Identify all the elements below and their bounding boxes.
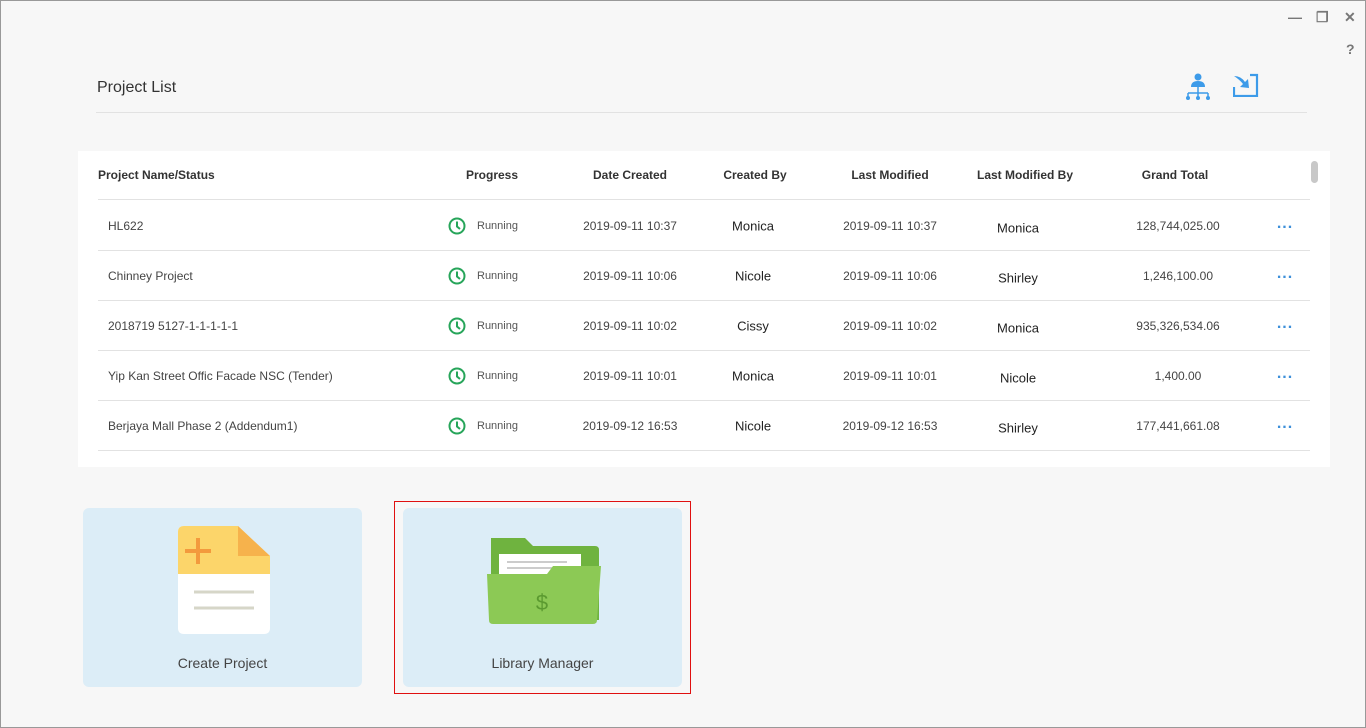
last-modified: 2019-09-11 10:01 (843, 368, 937, 383)
last-modified-by: Monica (997, 220, 1039, 235)
table-header: Project Name/Status Progress Date Create… (98, 151, 1310, 200)
table-row[interactable]: HL622 Running 2019-09-11 10:37 Monica 20… (98, 201, 1310, 251)
table-row[interactable]: Yip Kan Street Offic Facade NSC (Tender)… (98, 351, 1310, 401)
table-row[interactable]: 2018719 5127-1-1-1-1-1 Running 2019-09-1… (98, 301, 1310, 351)
svg-text:$: $ (536, 590, 548, 615)
last-modified-by: Nicole (999, 370, 1037, 385)
status-text: Running (477, 319, 518, 332)
grand-total: 128,744,025.00 (1136, 218, 1220, 233)
last-modified: 2019-09-11 10:06 (843, 268, 937, 283)
table-row[interactable]: Berjaya Mall Phase 2 (Addendum1) Running… (98, 401, 1310, 451)
grand-total: 1,400.00 (1154, 368, 1202, 383)
library-manager-label: Library Manager (491, 655, 594, 671)
scrollbar[interactable] (1311, 161, 1318, 183)
project-name[interactable]: Chinney Project (108, 268, 193, 283)
last-modified: 2019-09-11 10:02 (843, 318, 937, 333)
date-created: 2019-09-11 10:37 (583, 218, 677, 233)
col-last-modified[interactable]: Last Modified (851, 168, 929, 182)
grand-total: 177,441,661.08 (1136, 418, 1220, 433)
last-modified-by: Shirley (998, 420, 1038, 435)
import-icon[interactable] (1233, 73, 1259, 97)
page-title: Project List (97, 79, 177, 96)
new-document-icon (178, 526, 270, 634)
more-options-button[interactable]: ... (1276, 364, 1294, 382)
status-text: Running (477, 219, 518, 232)
help-button[interactable]: ? (1346, 41, 1355, 57)
col-grand-total[interactable]: Grand Total (1141, 168, 1209, 182)
col-progress[interactable]: Progress (465, 168, 519, 182)
create-project-label: Create Project (177, 655, 268, 671)
create-project-card[interactable]: Create Project (83, 508, 362, 687)
folder-money-icon: $ (487, 538, 601, 624)
project-name[interactable]: 2018719 5127-1-1-1-1-1 (108, 318, 239, 333)
created-by: Cissy (737, 318, 769, 333)
last-modified-by: Shirley (998, 270, 1038, 285)
last-modified-by: Monica (997, 320, 1039, 335)
project-table: Project Name/Status Progress Date Create… (78, 151, 1330, 467)
last-modified: 2019-09-12 16:53 (842, 418, 938, 433)
date-created: 2019-09-11 10:06 (583, 268, 677, 283)
date-created: 2019-09-11 10:01 (583, 368, 677, 383)
clock-icon (448, 317, 466, 334)
more-options-button[interactable]: ... (1276, 214, 1294, 232)
library-manager-card[interactable]: $ Library Manager (403, 508, 682, 687)
status-text: Running (477, 369, 518, 382)
date-created: 2019-09-12 16:53 (582, 418, 678, 433)
clock-icon (448, 367, 466, 384)
more-options-button[interactable]: ... (1276, 414, 1294, 432)
clock-icon (448, 217, 466, 234)
created-by: Nicole (734, 268, 772, 283)
divider (96, 112, 1307, 113)
org-chart-icon[interactable] (1185, 73, 1211, 101)
more-options-button[interactable]: ... (1276, 264, 1294, 282)
grand-total: 1,246,100.00 (1142, 268, 1214, 283)
table-row[interactable]: Chinney Project Running 2019-09-11 10:06… (98, 251, 1310, 301)
created-by: Nicole (734, 418, 772, 433)
minimize-button[interactable]: — (1288, 9, 1302, 25)
last-modified: 2019-09-11 10:37 (843, 218, 937, 233)
created-by: Monica (732, 218, 774, 233)
restore-button[interactable]: ❐ (1316, 9, 1329, 25)
project-name[interactable]: Berjaya Mall Phase 2 (Addendum1) (108, 418, 298, 433)
date-created: 2019-09-11 10:02 (583, 318, 677, 333)
created-by: Monica (732, 368, 774, 383)
project-name[interactable]: HL622 (108, 218, 144, 233)
col-created-by[interactable]: Created By (723, 168, 787, 182)
more-options-button[interactable]: ... (1276, 314, 1294, 332)
status-text: Running (477, 419, 518, 432)
col-last-modified-by[interactable]: Last Modified By (976, 168, 1074, 182)
col-date-created[interactable]: Date Created (592, 168, 668, 182)
status-text: Running (477, 269, 518, 282)
clock-icon (448, 267, 466, 284)
project-name[interactable]: Yip Kan Street Offic Facade NSC (Tender) (108, 368, 333, 383)
col-project-name[interactable]: Project Name/Status (98, 168, 215, 182)
selection-highlight (394, 501, 691, 694)
close-button[interactable]: ✕ (1344, 9, 1356, 25)
clock-icon (448, 417, 466, 434)
grand-total: 935,326,534.06 (1136, 318, 1220, 333)
